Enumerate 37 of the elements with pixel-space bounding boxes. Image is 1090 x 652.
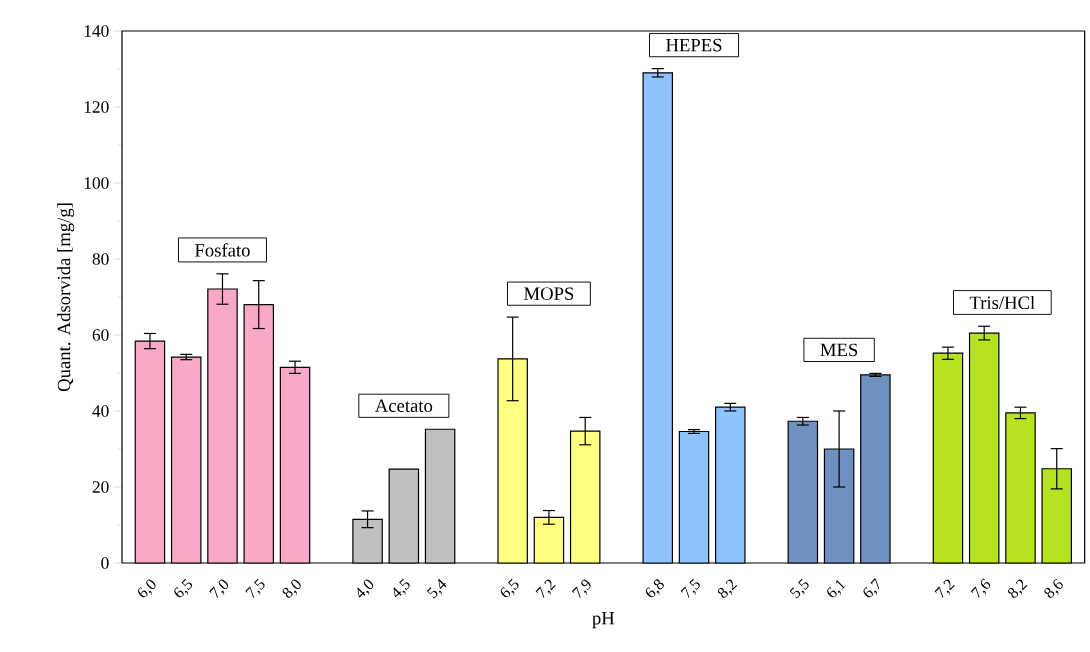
- series-label: MES: [820, 343, 858, 357]
- y-tick-label: 60: [92, 329, 109, 341]
- y-tick-label: 120: [84, 101, 109, 113]
- x-tick-label: 8,2: [717, 579, 738, 598]
- y-tick-label: 140: [84, 25, 109, 37]
- y-tick-label: 80: [92, 253, 109, 265]
- x-tick-label: 6,5: [174, 578, 193, 598]
- x-tick-label: 6,0: [138, 579, 156, 598]
- x-tick-label: 7,9: [571, 579, 591, 598]
- x-tick-label: 6,8: [645, 579, 664, 598]
- series-label: Fosfato: [195, 243, 250, 257]
- y-tick-label: 40: [92, 405, 109, 417]
- y-axis-title: Quant. Adsorvida [mg/g]: [57, 203, 75, 392]
- x-tick-label: 6,1: [827, 579, 846, 598]
- x-tick-label: 5,4: [426, 578, 447, 599]
- x-tick-label: 4,5: [393, 578, 410, 598]
- x-tick-label: 8,2: [1008, 579, 1028, 598]
- x-axis-title: pH: [592, 612, 615, 629]
- series-label: Acetato: [375, 399, 433, 413]
- x-tick-label: 8,0: [282, 579, 301, 598]
- x-tick-label: 7,2: [934, 579, 955, 598]
- x-tick-label: 7,0: [209, 579, 229, 598]
- x-tick-label: 7,5: [245, 578, 265, 598]
- series-label: HEPES: [666, 38, 722, 52]
- x-tick-label: 8,6: [1044, 578, 1063, 598]
- x-tick-label: 6,5: [500, 578, 519, 598]
- x-tick-label: 7,2: [535, 579, 556, 598]
- x-tick-label: 7,6: [970, 578, 991, 598]
- y-tick-label: 20: [92, 481, 109, 493]
- x-tick-label: 5,5: [789, 578, 809, 599]
- y-tick-label: 100: [84, 177, 109, 189]
- series-label: Tris/HCl: [969, 295, 1035, 310]
- x-tick-label: 4,0: [357, 579, 374, 598]
- y-tick-label: 0: [101, 557, 109, 569]
- text: MOPS: [524, 287, 574, 300]
- x-tick-label: 6,7: [863, 578, 880, 598]
- x-tick-label: 7,5: [680, 578, 700, 598]
